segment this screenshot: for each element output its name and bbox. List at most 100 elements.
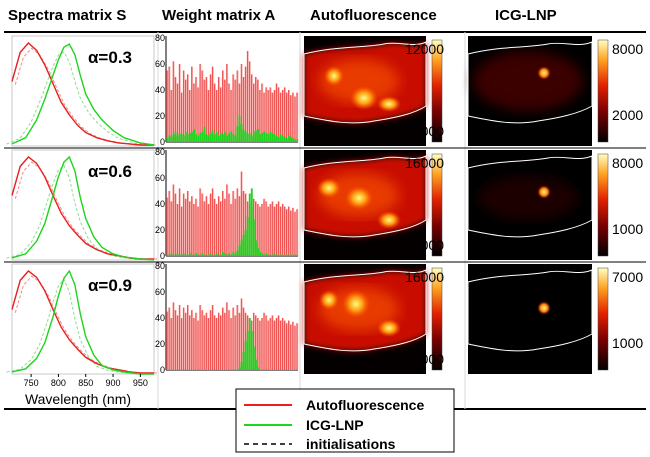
icg-hotspot [537,301,551,315]
weight-bar-icg [246,134,249,142]
autofluorescence-hotspot [317,178,341,198]
x-tick-label: 950 [133,378,148,388]
legend: Autofluorescence ICG-LNP initialisations [235,388,455,453]
weight-y-tick-label: 60 [155,173,165,183]
weight-bar-icg [182,135,185,142]
autofluorescence-hotspot [377,211,401,229]
autofluorescence-hotspot [350,86,378,110]
colorbar-autofluorescence [431,39,443,143]
weight-bar-icg [236,126,239,142]
weight-bar-icg [240,240,243,256]
weight-bar-icg [224,131,226,142]
weight-bar-icg [265,253,268,256]
weight-bar-icg [261,253,264,256]
weight-bar-icg [238,245,241,256]
weight-bar-icg [252,131,255,142]
weight-bar-icg [263,131,266,142]
legend-box [235,388,455,453]
weight-y-tick-label: 80 [155,261,165,271]
weight-bar-icg [195,134,198,142]
weight-bar-icg [277,254,280,256]
autofluorescence-hotspot [342,290,370,318]
weight-bar-icg [269,131,272,142]
weight-bar-icg [250,188,253,256]
weight-bar-icg [172,254,175,256]
weight-y-tick-label: 40 [155,313,165,323]
tissue-outline [303,269,427,352]
weight-bar-icg [292,138,294,142]
spectrum-line-icg [11,155,155,261]
weight-y-tick-label: 40 [155,85,165,95]
weight-bar-icg [248,132,251,142]
weight-bar-icg [232,134,235,142]
weight-bar-icg [246,331,249,370]
weight-bar-icg [254,359,257,370]
weight-y-tick-label: 0 [160,137,165,147]
autofluorescence-image [303,36,427,146]
weight-bar-icg [221,134,224,142]
weight-bar-icg [203,126,206,142]
weight-bar-icg [254,130,257,142]
weight-bar-icg [234,135,237,142]
weight-bar-icg [184,131,187,142]
weight-bar-icg [224,253,226,256]
weight-bar-icg [226,254,228,256]
weight-bar-icg [168,135,171,142]
weight-bar-icg [287,254,290,256]
weight-bar-icg [240,123,243,142]
weight-bar-icg [263,254,266,256]
legend-label-init: initialisations [306,436,396,452]
weight-bar-icg [180,254,183,256]
alpha-label: α=0.6 [88,162,132,181]
weight-bar-icg [252,346,255,370]
weight-y-tick-label: 40 [155,199,165,209]
weight-bar-icg [259,134,261,142]
weight-bar-icg [244,230,247,256]
weight-bar-icg [294,139,297,142]
x-tick-label: 800 [51,378,66,388]
weight-bar-icg [275,135,278,142]
weight-bar-icg [199,132,202,142]
x-axis-label: Wavelength (nm) [25,391,131,407]
row-2: α=0.6 0 20 40 60 80 16000 2000 8000 1000 [4,147,646,263]
weight-bar-icg [197,135,200,142]
weight-bar-icg [195,253,198,256]
colorbar-min-label: 2000 [612,107,643,123]
tissue-outline [467,41,593,124]
weight-bar-icg [257,367,259,370]
colorbar-autofluorescence [431,267,443,371]
weight-bar-icg [287,135,290,142]
weight-bar-icg [209,132,212,142]
autofluorescence-hotspot [324,66,344,86]
weight-bar-icg [240,362,243,370]
weight-bar-icg [242,235,245,256]
init-line-autofluorescence [14,161,158,260]
weight-bar-icg [238,367,241,370]
weight-bar-icg [279,134,282,142]
icg-image [467,150,593,260]
weight-bar-icg [166,138,169,142]
icg-image [467,264,593,374]
weight-bar-icg [248,318,251,370]
autofluorescence-image [303,264,427,374]
icg-image [467,36,593,146]
weight-bar-icg [296,254,299,256]
colorbar-min-label: 2000 [413,237,444,253]
colorbar-min-label: 2000 [413,351,444,367]
colorbar-icg [597,39,609,143]
weight-bar-icg [290,254,292,256]
header-autofluorescence: Autofluorescence [310,7,437,24]
spectrum-line-autofluorescence [11,270,154,374]
weight-bar-icg [250,331,253,370]
legend-label-icg: ICG-LNP [306,417,364,433]
weight-bar-icg [193,254,195,256]
colorbar-icg [597,153,609,257]
weight-bar-icg [199,254,202,256]
alpha-label: α=0.3 [88,48,132,67]
autofluorescence-image [303,150,427,260]
weight-bar-icg [170,253,173,256]
header-weights: Weight matrix A [162,7,276,24]
spectrum-line-icg [11,269,154,375]
init-line-autofluorescence [14,275,158,374]
